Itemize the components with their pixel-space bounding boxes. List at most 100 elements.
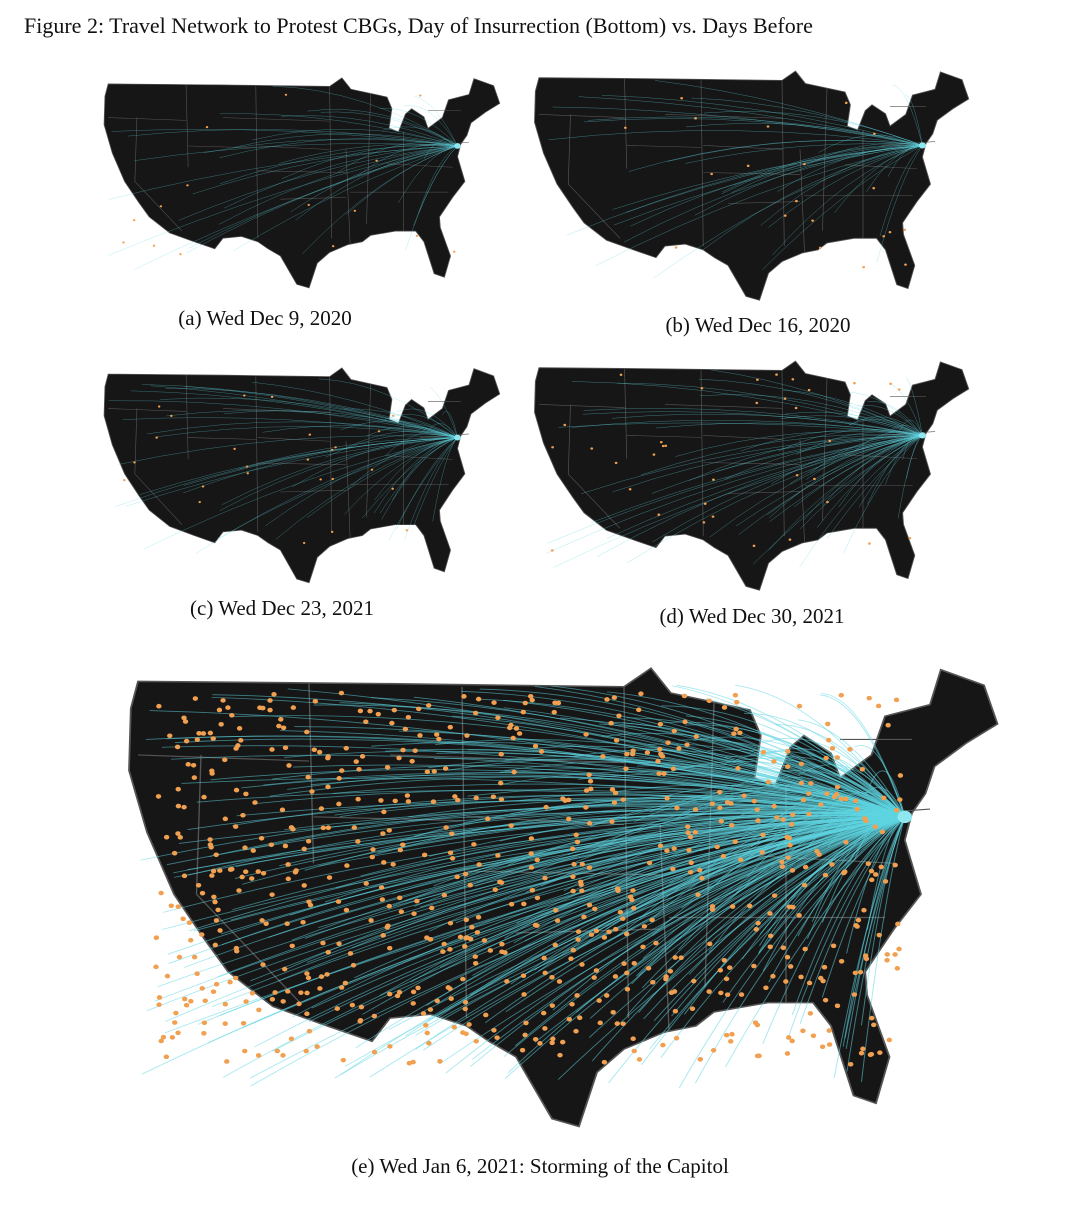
- travel-line: [843, 435, 923, 554]
- origin-dot: [631, 1048, 637, 1054]
- travel-line: [499, 768, 905, 818]
- origin-dot: [615, 888, 621, 894]
- origin-dot: [820, 978, 826, 984]
- origin-dot: [301, 846, 307, 852]
- origin-dot: [620, 1021, 626, 1027]
- origin-dot: [510, 735, 516, 741]
- origin-dot: [522, 1032, 528, 1038]
- origin-dot: [780, 945, 786, 951]
- origin-dot: [176, 954, 183, 960]
- origin-dot: [611, 695, 618, 700]
- origin-dot: [485, 816, 491, 822]
- origin-dot: [211, 894, 217, 900]
- origin-dot: [289, 943, 295, 949]
- travel-line: [196, 790, 905, 818]
- travel-line: [876, 145, 923, 263]
- origin-dot: [767, 911, 773, 916]
- origin-dot: [334, 446, 337, 449]
- origin-dot: [207, 837, 213, 842]
- origin-dot: [892, 862, 898, 868]
- origin-dot: [624, 751, 630, 757]
- origin-dot: [419, 94, 422, 97]
- origin-dot: [387, 991, 393, 997]
- travel-line: [867, 401, 923, 436]
- origin-dot: [624, 126, 627, 129]
- origin-dot: [260, 705, 266, 711]
- origin-dot: [721, 705, 728, 710]
- origin-dot: [163, 1054, 170, 1060]
- origin-dot: [685, 824, 691, 830]
- travel-line: [663, 760, 906, 818]
- origin-dot: [896, 946, 902, 952]
- origin-dot: [577, 1015, 583, 1021]
- travel-line: [694, 816, 906, 1084]
- origin-dot: [731, 731, 737, 737]
- origin-dot: [756, 1053, 762, 1059]
- origin-dot: [751, 798, 758, 804]
- travel-line: [250, 816, 905, 1087]
- origin-dot: [347, 951, 354, 956]
- origin-dot: [771, 759, 777, 764]
- origin-dot: [447, 724, 453, 730]
- origin-dot: [800, 1028, 806, 1034]
- origin-dot: [222, 816, 228, 822]
- travel-line: [707, 749, 906, 818]
- origin-dot: [285, 876, 291, 882]
- origin-dot: [586, 865, 593, 871]
- origin-dot: [872, 872, 879, 877]
- origin-dot: [461, 694, 467, 699]
- origin-dot: [583, 788, 590, 793]
- origin-dot: [609, 787, 616, 792]
- origin-dot: [384, 765, 391, 770]
- origin-dot: [808, 781, 814, 786]
- origin-dot: [747, 903, 753, 909]
- origin-dot: [681, 693, 688, 699]
- origin-dot: [563, 423, 567, 427]
- origin-dot: [664, 444, 668, 447]
- origin-dot: [593, 968, 600, 973]
- travel-line: [290, 145, 458, 213]
- travel-line: [160, 397, 458, 438]
- travel-line: [504, 816, 906, 1079]
- origin-dot: [196, 730, 202, 736]
- origin-dot: [763, 985, 769, 991]
- origin-dot: [853, 382, 856, 385]
- origin-dot: [847, 747, 853, 752]
- origin-dot: [497, 879, 503, 885]
- origin-dot: [620, 916, 626, 921]
- travel-line: [361, 437, 458, 519]
- origin-dot: [755, 818, 761, 823]
- origin-dot: [861, 907, 867, 913]
- origin-dot: [400, 842, 406, 848]
- origin-dot: [472, 960, 479, 966]
- origin-dot: [818, 246, 822, 250]
- travel-line: [218, 145, 458, 225]
- travel-line: [154, 816, 905, 1002]
- origin-dot: [721, 957, 728, 963]
- origin-dot: [724, 992, 731, 997]
- travel-line: [320, 111, 458, 147]
- origin-dot: [415, 985, 421, 991]
- origin-dot: [843, 796, 849, 802]
- travel-line: [625, 145, 923, 213]
- origin-dot: [766, 125, 770, 128]
- origin-dot: [282, 843, 289, 849]
- origin-dot: [152, 244, 156, 247]
- origin-dot: [356, 766, 362, 772]
- origin-dot: [788, 822, 795, 827]
- origin-dot: [613, 926, 619, 932]
- origin-dot: [631, 960, 637, 966]
- origin-dot: [644, 750, 651, 755]
- travel-line: [351, 816, 905, 949]
- origin-dot: [308, 433, 312, 436]
- travel-line: [534, 816, 905, 971]
- origin-dot: [270, 395, 274, 398]
- origin-dot: [336, 776, 342, 781]
- origin-dot: [473, 1038, 479, 1044]
- origin-dot: [338, 690, 345, 696]
- origin-dot: [789, 868, 796, 873]
- origin-dot: [549, 975, 555, 980]
- origin-dot: [893, 807, 900, 813]
- origin-dot: [801, 882, 808, 888]
- origin-dot: [881, 795, 887, 801]
